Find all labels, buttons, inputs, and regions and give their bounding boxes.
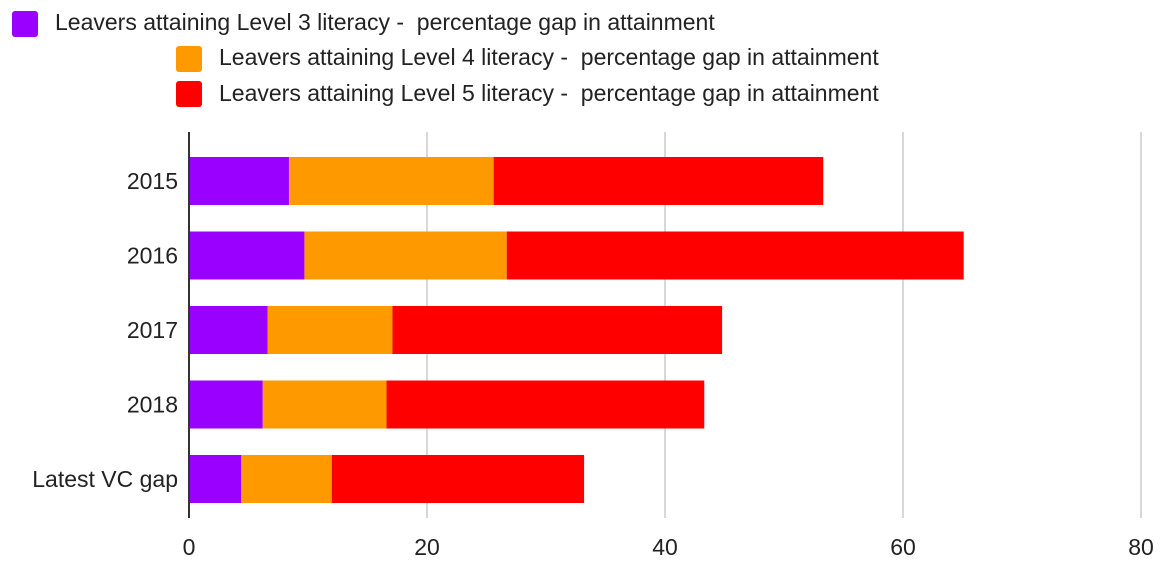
bar-segment-4-series-3 (386, 380, 705, 429)
bar-segment-1-series-2 (288, 157, 494, 205)
bar-segment-3-series-2 (267, 306, 393, 354)
bar-segment-2-series-1 (189, 231, 305, 280)
x-tick-label-60: 60 (890, 534, 916, 560)
bar-segment-5-series-1 (189, 455, 242, 503)
bar-segment-3-series-3 (392, 306, 723, 354)
category-label-4: 2018 (127, 392, 178, 418)
bar-segment-1-series-3 (493, 157, 824, 205)
legend-label-1: Leavers attaining Level 3 literacy - per… (55, 9, 715, 35)
legend: Leavers attaining Level 3 literacy - per… (12, 9, 879, 107)
bar-segment-5-series-2 (241, 455, 332, 503)
bar-segment-2-series-3 (506, 231, 964, 280)
bar-segment-4-series-1 (189, 380, 263, 429)
bar-segment-4-series-2 (262, 380, 387, 429)
x-tick-label-20: 20 (414, 534, 440, 560)
legend-label-2: Leavers attaining Level 4 literacy - per… (219, 44, 879, 70)
legend-label-3: Leavers attaining Level 5 literacy - per… (219, 80, 879, 106)
x-tick-label-0: 0 (183, 534, 196, 560)
legend-swatch-2 (176, 46, 202, 72)
x-tick-label-80: 80 (1128, 534, 1154, 560)
legend-swatch-3 (176, 81, 202, 107)
bar-segment-5-series-3 (331, 455, 585, 503)
bar-segment-2-series-2 (304, 231, 507, 280)
category-label-2: 2016 (127, 243, 178, 269)
x-tick-label-40: 40 (652, 534, 678, 560)
bars (189, 157, 964, 503)
category-label-5: Latest VC gap (32, 466, 178, 492)
legend-swatch-1 (12, 11, 38, 37)
bar-segment-1-series-1 (189, 157, 289, 205)
axes: 2015 2016 2017 2018 Latest VC gap 0 20 40 60 80 (32, 132, 1154, 560)
category-label-1: 2015 (127, 168, 178, 194)
bar-segment-3-series-1 (189, 306, 268, 354)
category-label-3: 2017 (127, 317, 178, 343)
